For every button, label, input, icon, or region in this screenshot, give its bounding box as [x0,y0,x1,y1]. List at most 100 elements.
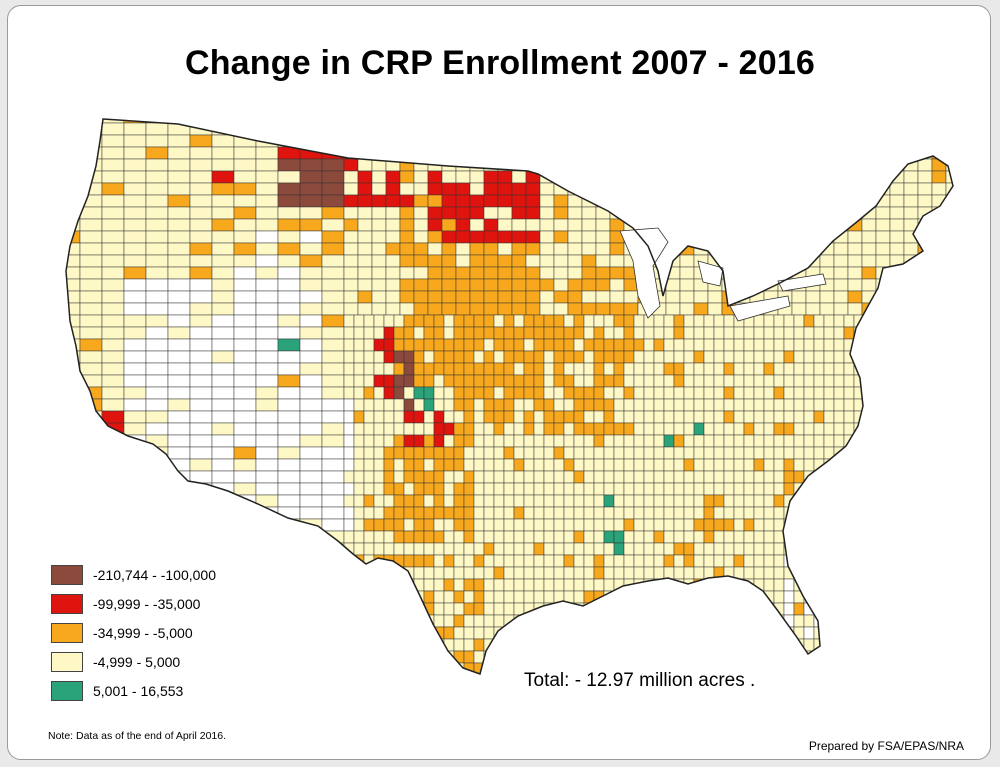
county-cell [371,230,387,244]
county-cell [503,482,515,496]
county-cell [934,675,944,687]
county-cell [427,134,443,148]
county-cell [593,494,605,508]
legend-swatch [51,622,83,643]
county-cell [66,410,81,424]
county-cell [189,119,213,124]
county-cell [453,590,465,604]
county-cell [567,230,583,244]
county-cell [813,350,825,364]
county-cell [843,578,855,592]
county-cell [413,662,425,674]
county-cell [503,338,515,352]
county-cell [413,470,425,484]
county-cell [623,362,635,376]
county-cell [679,206,695,220]
county-cell [211,362,235,376]
county-cell [903,614,915,628]
county-cell [913,362,925,376]
county-cell [853,446,865,460]
county-cell [819,302,835,316]
county-cell [783,410,795,424]
county-cell [623,494,635,508]
county-cell [443,362,455,376]
county-cell [233,350,257,364]
county-cell [189,194,213,208]
county-cell [960,111,974,123]
county-cell [525,302,541,316]
county-cell [533,638,545,652]
county-cell [903,302,919,316]
county-cell [749,182,765,196]
county-cell [413,278,429,292]
county-cell [463,614,475,628]
county-cell [693,422,705,436]
county-cell [373,494,385,508]
county-cell [383,482,395,496]
county-cell [483,614,495,628]
county-cell [964,387,974,399]
county-cell [819,119,835,124]
county-cell [723,446,735,460]
county-cell [823,362,835,376]
county-cell [893,530,905,544]
county-cell [933,626,945,640]
county-cell [543,482,555,496]
county-cell [735,134,751,148]
county-cell [803,350,815,364]
county-cell [873,458,885,472]
county-cell [803,338,815,352]
county-cell [79,434,103,448]
county-cell [833,254,849,268]
county-cell [753,554,765,568]
county-cell [703,362,715,376]
county-cell [363,614,375,628]
county-cell [693,518,705,532]
county-cell [343,482,355,496]
county-cell [563,566,575,580]
county-cell [637,194,653,208]
county-cell [703,542,715,556]
county-cell [383,506,395,520]
legend-item: -34,999 - -5,000 [51,618,216,647]
county-cell [497,119,513,124]
county-cell [683,422,695,436]
county-cell [774,675,784,687]
county-cell [393,470,405,484]
county-cell [573,350,585,364]
county-cell [567,266,583,280]
county-cell [853,518,865,532]
county-cell [609,290,625,304]
county-cell [783,650,795,664]
county-cell [603,374,615,388]
county-cell [523,362,535,376]
county-cell [964,567,974,579]
county-cell [873,614,885,628]
county-cell [167,146,191,160]
county-cell [753,446,765,460]
county-cell [373,410,385,424]
county-cell [513,530,525,544]
county-cell [861,278,877,292]
county-cell [211,422,235,436]
county-cell [883,434,895,448]
county-cell [503,542,515,556]
county-cell [371,242,387,256]
county-cell [123,206,147,220]
county-cell [803,578,815,592]
county-cell [321,578,345,592]
county-cell [453,350,465,364]
county-cell [443,602,455,616]
county-cell [101,338,125,352]
county-cell [613,470,625,484]
county-cell [883,422,895,436]
county-cell [483,314,495,328]
county-cell [371,146,387,160]
county-cell [573,470,585,484]
county-cell [593,530,605,544]
county-cell [373,314,385,328]
county-cell [353,566,365,580]
county-cell [613,542,625,556]
county-cell [443,482,455,496]
county-cell [595,230,611,244]
